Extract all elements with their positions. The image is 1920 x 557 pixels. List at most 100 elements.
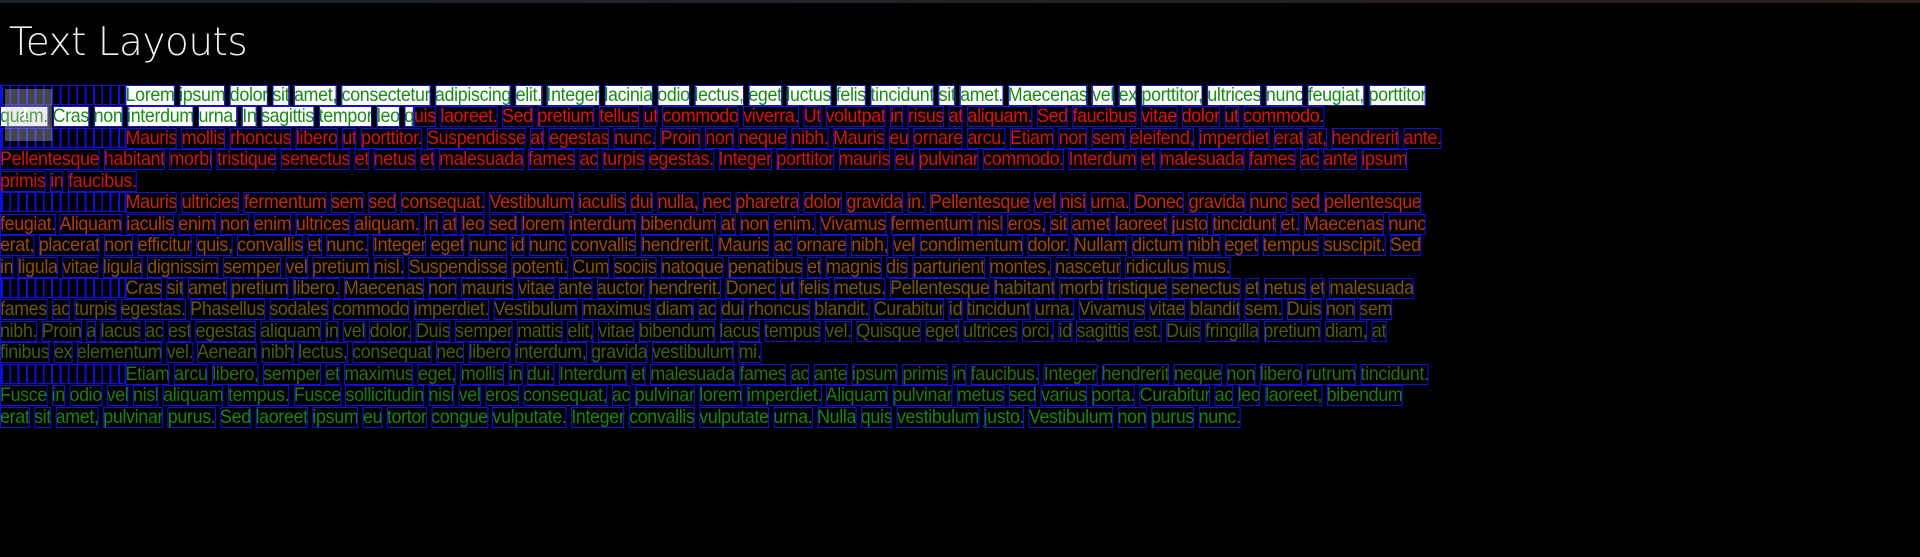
word: libero xyxy=(468,342,511,364)
word: Proin xyxy=(41,320,82,342)
word: libero xyxy=(295,127,338,149)
word: nisi xyxy=(428,385,455,407)
word: ipsum xyxy=(851,363,898,385)
word: non xyxy=(104,235,134,257)
word: hendrerit xyxy=(1331,127,1399,149)
word: pretium xyxy=(1263,320,1321,342)
word: nunc xyxy=(1249,192,1288,214)
word: fermentum xyxy=(890,213,973,235)
word: sit xyxy=(166,277,184,299)
word: tincidunt. xyxy=(1360,363,1429,385)
word: iaculis xyxy=(578,192,626,214)
word: nibh, xyxy=(851,235,889,257)
word: ridiculus xyxy=(1125,256,1189,278)
word: aliquam xyxy=(163,385,224,407)
word: lacus xyxy=(100,320,141,342)
word: Nulla xyxy=(817,406,857,428)
paragraph-2[interactable]: Mauris mollis rhoncus libero ut porttito… xyxy=(0,127,1916,192)
word: parturient xyxy=(912,256,985,278)
word: gravida xyxy=(591,342,648,364)
word: at xyxy=(530,127,545,149)
word: id xyxy=(948,299,963,321)
word: vitae xyxy=(598,320,635,342)
text-line: Lorem ipsum dolor sit amet, consectetur … xyxy=(0,85,1916,106)
word: quis, xyxy=(196,235,233,257)
word: iaculis xyxy=(126,213,174,235)
word: consequat xyxy=(352,342,432,364)
word: sagittis xyxy=(1076,320,1130,342)
text-line: fames ac turpis egestas. Phasellus sodal… xyxy=(0,299,1916,321)
word: Sed xyxy=(1037,106,1068,128)
word: pulvinar xyxy=(918,149,979,171)
word: blandit. xyxy=(814,299,870,321)
word: Vestibulum xyxy=(493,299,578,321)
word: morbi xyxy=(1059,277,1103,299)
word: tempus xyxy=(1262,235,1320,257)
word: sociis xyxy=(613,256,657,278)
word: Mauris xyxy=(717,235,770,257)
word: aliquam xyxy=(260,320,321,342)
word: ac xyxy=(698,299,717,321)
word: eget, xyxy=(418,363,457,385)
word: mauris xyxy=(838,149,891,171)
word: Fusce xyxy=(293,385,341,407)
word: interdum, xyxy=(514,342,587,364)
word: ut xyxy=(342,127,357,149)
text-layout-area[interactable]: Lorem ipsum dolor sit amet, consectetur … xyxy=(0,85,1920,428)
text-line: Pellentesque habitant morbi tristique se… xyxy=(0,149,1916,171)
word: vulputate xyxy=(699,406,769,428)
word: ut xyxy=(1224,106,1239,128)
word: elit, xyxy=(567,320,594,342)
word: tincidunt xyxy=(870,85,934,106)
paragraph-4[interactable]: Cras sit amet pretium libero. Maecenas n… xyxy=(0,277,1916,364)
word: tristique xyxy=(1107,277,1167,299)
word: Fusce xyxy=(0,385,47,407)
paragraph-3[interactable]: Mauris ultricies fermentum sem sed conse… xyxy=(0,192,1916,278)
word: nisl. xyxy=(373,256,404,278)
word: et. xyxy=(1280,213,1300,235)
word: ut xyxy=(643,106,658,128)
word: convallis xyxy=(570,235,637,257)
word: metus. xyxy=(833,277,886,299)
word: sodales xyxy=(269,299,329,321)
word: malesuada xyxy=(1329,277,1414,299)
paragraph-5[interactable]: Etiam arcu libero, semper et maximus ege… xyxy=(0,363,1916,428)
word: Integer xyxy=(372,235,427,257)
word: et xyxy=(420,149,435,171)
text-line: quam. Cras non interdum urna. In sagitti… xyxy=(0,106,1916,128)
word: tempus xyxy=(764,320,821,342)
word: pretium xyxy=(312,256,370,278)
text-line: erat sit amet, pulvinar purus. Sed laore… xyxy=(0,406,1916,428)
word: sit xyxy=(1050,213,1068,235)
word: nisi xyxy=(1060,192,1086,214)
word: pretium xyxy=(231,277,289,299)
paragraph-1[interactable]: Lorem ipsum dolor sit amet, consectetur … xyxy=(0,85,1916,128)
word: Nullam xyxy=(1073,235,1128,257)
word: egestas. xyxy=(648,149,714,171)
word: Vivamus xyxy=(820,213,886,235)
word: non xyxy=(93,106,123,128)
word: ante. xyxy=(1403,127,1442,149)
word: In xyxy=(242,106,257,128)
word: feugiat, xyxy=(1307,85,1364,106)
word: sit xyxy=(272,85,290,106)
word: non xyxy=(1226,363,1256,385)
word: purus. xyxy=(167,406,216,428)
word: enim xyxy=(253,213,292,235)
word: semper xyxy=(455,320,513,342)
word: non xyxy=(1117,406,1147,428)
word: dolor xyxy=(1181,106,1220,128)
word: efficitur xyxy=(137,235,192,257)
word: porttitor, xyxy=(1141,85,1203,106)
word: in xyxy=(50,170,64,192)
word: ut xyxy=(780,277,795,299)
word: magnis xyxy=(825,256,882,278)
word: eget xyxy=(925,320,959,342)
word: ac xyxy=(611,385,631,407)
word: auctor xyxy=(596,277,645,299)
word: Duis xyxy=(1166,320,1201,342)
word: metus xyxy=(957,385,1004,407)
word: urna. xyxy=(773,406,813,428)
word: Pellentesque xyxy=(0,149,100,171)
text-line: Cras sit amet pretium libero. Maecenas n… xyxy=(0,277,1916,299)
